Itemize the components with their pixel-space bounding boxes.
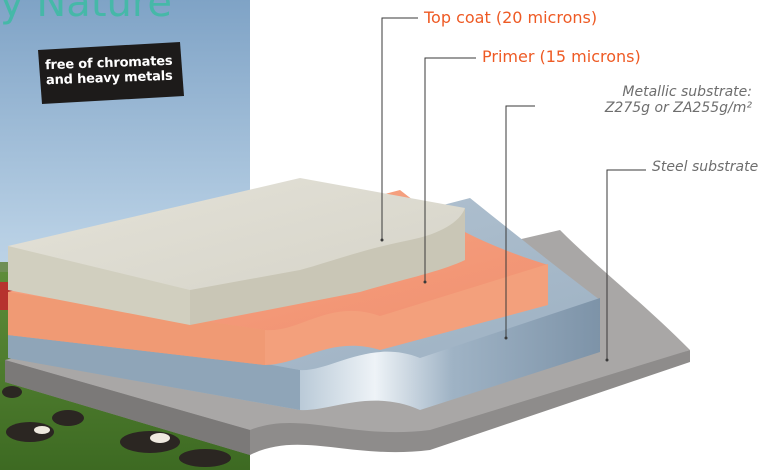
label-primer: Primer (15 microns) [482, 47, 641, 66]
badge-text: free of chromates and heavy metals [40, 54, 179, 89]
leader-steel [606, 169, 646, 360]
endpoint-metallic [504, 336, 508, 340]
endpoint-top-coat [380, 238, 384, 242]
leader-top-coat [381, 17, 418, 240]
label-top-coat: Top coat (20 microns) [424, 8, 598, 27]
leader-metallic [505, 105, 535, 338]
label-metallic-substrate: Metallic substrate: Z275g or ZA255g/m² [540, 84, 752, 116]
endpoint-steel [605, 358, 609, 362]
label-metallic-line-1: Metallic substrate: [622, 84, 752, 100]
layer-top-coat [8, 178, 465, 325]
leader-lines [381, 17, 646, 360]
brand-title-fragment: y Nature [0, 0, 173, 26]
leader-primer [424, 57, 476, 282]
label-metallic-line-2: Z275g or ZA255g/m² [604, 100, 752, 117]
leader-endpoints [380, 238, 609, 362]
badge-shape [38, 42, 184, 104]
endpoint-primer [423, 280, 427, 284]
label-steel-substrate: Steel substrate [652, 159, 759, 175]
